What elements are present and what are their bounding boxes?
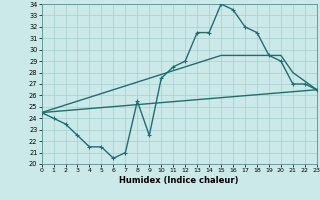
X-axis label: Humidex (Indice chaleur): Humidex (Indice chaleur) [119,176,239,185]
